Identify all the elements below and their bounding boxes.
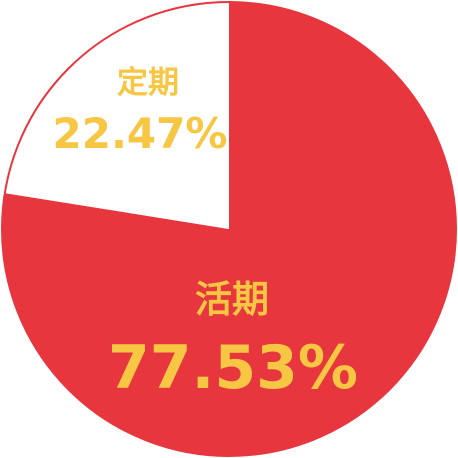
pie-slice-time-deposit [4,2,229,229]
slice-label-time-deposit-name: 定期 [117,65,179,101]
slice-label-current-deposit-percent: 77.53% [108,333,358,403]
slice-label-current-deposit-name: 活期 [195,278,269,321]
slice-label-time-deposit-percent: 22.47% [53,109,228,158]
